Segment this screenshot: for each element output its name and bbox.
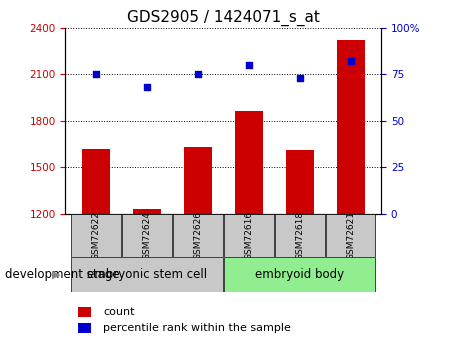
Point bbox=[296, 75, 303, 81]
Bar bbox=[78, 307, 91, 317]
Bar bbox=[285, 150, 313, 345]
Title: GDS2905 / 1424071_s_at: GDS2905 / 1424071_s_at bbox=[127, 10, 320, 26]
Text: GSM72616: GSM72616 bbox=[244, 211, 253, 260]
Text: GSM72626: GSM72626 bbox=[193, 211, 202, 260]
Text: development stage: development stage bbox=[5, 268, 119, 281]
Bar bbox=[224, 214, 274, 257]
Text: GSM72622: GSM72622 bbox=[92, 211, 101, 260]
Text: count: count bbox=[103, 307, 135, 317]
Text: GSM72624: GSM72624 bbox=[143, 211, 152, 260]
Bar bbox=[184, 147, 212, 345]
Bar bbox=[82, 149, 110, 345]
Bar bbox=[275, 214, 325, 257]
Bar bbox=[336, 40, 364, 345]
Point bbox=[143, 85, 151, 90]
Point bbox=[245, 62, 252, 68]
Text: embryonic stem cell: embryonic stem cell bbox=[87, 268, 207, 281]
Text: GSM72618: GSM72618 bbox=[295, 211, 304, 260]
Point bbox=[347, 58, 354, 64]
Bar bbox=[122, 214, 172, 257]
Bar bbox=[133, 209, 161, 345]
Bar bbox=[173, 214, 223, 257]
Bar bbox=[235, 111, 263, 345]
Bar bbox=[326, 214, 376, 257]
Bar bbox=[71, 257, 223, 292]
Bar bbox=[78, 323, 91, 333]
Text: GSM72621: GSM72621 bbox=[346, 211, 355, 260]
Text: ▶: ▶ bbox=[52, 269, 60, 279]
Bar bbox=[71, 214, 121, 257]
Bar bbox=[224, 257, 376, 292]
Text: percentile rank within the sample: percentile rank within the sample bbox=[103, 323, 291, 333]
Text: embryoid body: embryoid body bbox=[255, 268, 344, 281]
Point bbox=[92, 71, 100, 77]
Point bbox=[194, 71, 202, 77]
